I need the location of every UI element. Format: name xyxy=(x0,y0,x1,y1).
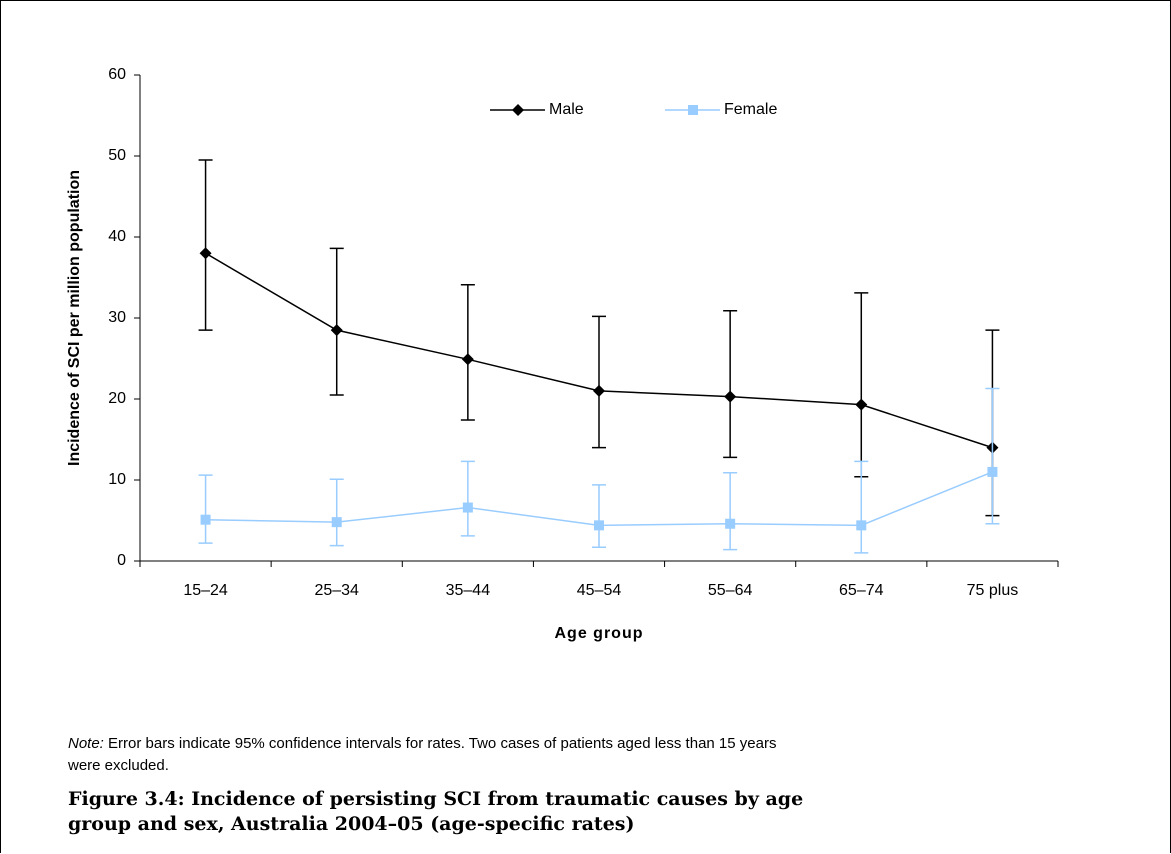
y-tick-label: 30 xyxy=(108,309,126,326)
marker xyxy=(724,390,737,403)
y-axis-title: Incidence of SCI per million population xyxy=(66,170,83,466)
note-text: Error bars indicate 95% confidence inter… xyxy=(68,735,777,774)
error-bar xyxy=(592,484,606,548)
error-bar xyxy=(198,474,213,544)
x-tick-label: 65–74 xyxy=(839,582,884,599)
note-label: Note: xyxy=(68,735,104,752)
x-tick-label: 25–34 xyxy=(314,582,359,599)
marker xyxy=(593,384,605,397)
y-tick-label: 60 xyxy=(108,66,126,83)
legend-marker xyxy=(512,104,524,116)
marker xyxy=(987,466,998,477)
error-bar xyxy=(329,478,344,547)
marker xyxy=(856,520,867,531)
x-tick-label: 75 plus xyxy=(967,582,1019,599)
y-tick-label: 10 xyxy=(108,471,126,488)
y-tick-label: 50 xyxy=(108,147,126,164)
error-bar xyxy=(460,284,475,421)
y-tick-label: 0 xyxy=(117,552,126,569)
caption: Figure 3.4: Incidence of persisting SCI … xyxy=(68,788,804,835)
x-tick-label: 45–54 xyxy=(577,582,622,599)
error-bar xyxy=(723,309,738,459)
note: Note: Error bars indicate 95% confidence… xyxy=(68,733,788,777)
error-bar xyxy=(854,460,869,554)
marker xyxy=(461,353,474,366)
y-tick-label: 40 xyxy=(108,228,126,245)
x-tick-label: 35–44 xyxy=(446,582,491,599)
legend-label: Female xyxy=(724,101,777,118)
marker xyxy=(725,518,736,529)
x-tick-label: 55–64 xyxy=(708,582,753,599)
error-bar xyxy=(329,247,344,396)
y-tick-label: 20 xyxy=(108,390,126,407)
marker xyxy=(199,247,212,260)
marker xyxy=(594,520,604,531)
x-tick-label: 15–24 xyxy=(183,582,228,599)
chart: Incidence of SCI per million population … xyxy=(66,66,1059,642)
error-bar xyxy=(198,159,213,331)
error-bar xyxy=(985,387,1000,525)
marker xyxy=(462,502,473,513)
legend-marker xyxy=(688,105,698,115)
legend-label: Male xyxy=(549,101,584,118)
marker xyxy=(331,517,342,528)
marker xyxy=(855,398,868,411)
x-axis-title: Age group xyxy=(555,625,644,642)
error-bar xyxy=(460,460,475,537)
error-bar xyxy=(854,292,869,478)
marker xyxy=(330,324,343,337)
error-bar xyxy=(592,315,606,449)
marker xyxy=(200,514,211,525)
error-bar xyxy=(723,471,738,551)
